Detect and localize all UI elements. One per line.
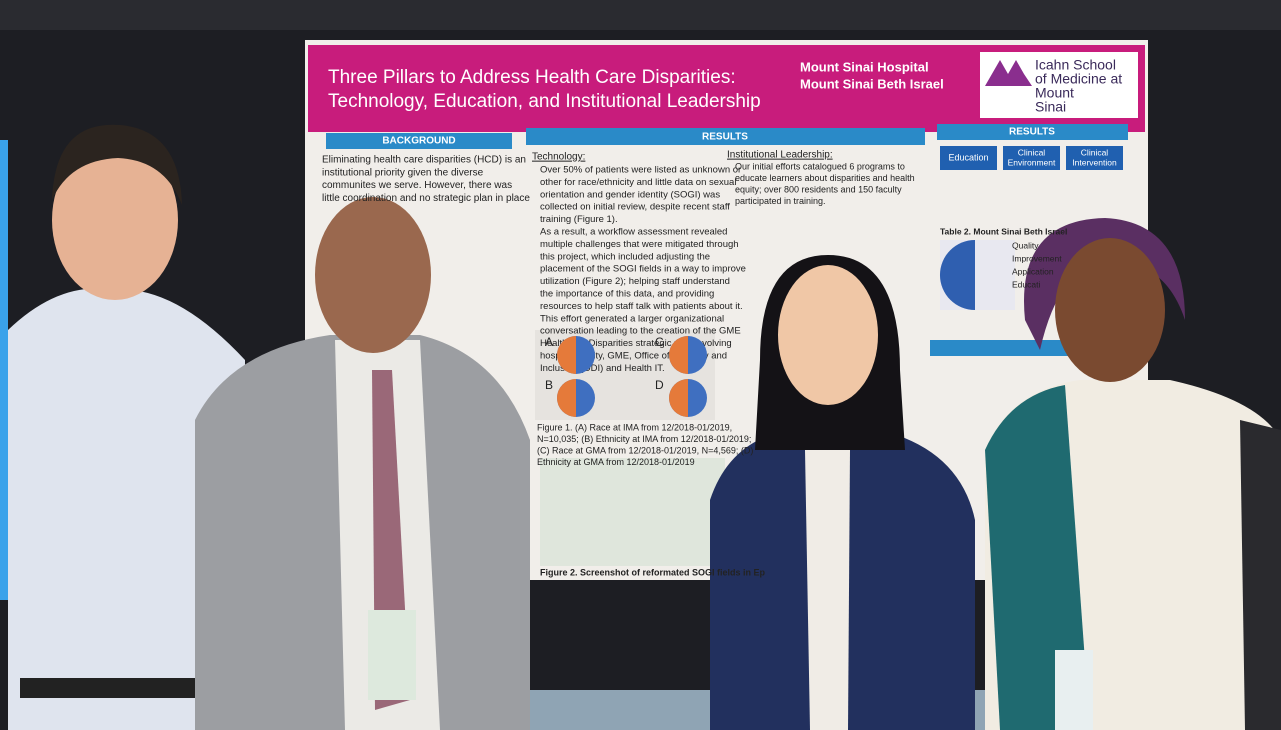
pie-slice [557, 379, 576, 417]
caption: Ethnicity at GMA from 12/2018-01/2019 [537, 457, 695, 467]
caption: Figure 1. (A) Race at IMA from 12/2018-0… [537, 422, 732, 432]
pillar-box [940, 146, 997, 170]
panel-label: A [545, 335, 553, 349]
body-text: Eliminating health care disparities (HCD… [322, 155, 526, 166]
background-bar [326, 133, 512, 149]
person-top [805, 450, 850, 730]
body-text: this project, which included adjusting t… [540, 251, 710, 262]
affiliation: Mount Sinai Beth Israel [800, 76, 944, 91]
person-hair [1024, 218, 1185, 350]
body-text: training (Figure 1). [540, 214, 618, 225]
person-sleeve [1240, 420, 1281, 730]
badge [1055, 650, 1093, 730]
body-text: Over 50% of patients were listed as unkn… [540, 165, 741, 176]
figure2 [540, 458, 725, 566]
pillar-label: Clinical [1081, 147, 1109, 157]
chart-label: Quality [1012, 240, 1039, 250]
body-text: This effort generated a larger organizat… [540, 313, 724, 324]
caption: Figure 2. Screenshot of reformated SOGI … [540, 567, 766, 577]
section-heading: BACKGROUND [382, 136, 455, 147]
body-text: hospital quality, GME, Office of Diversi… [540, 351, 727, 362]
pillar-label: Clinical [1018, 147, 1046, 157]
pillar-label: Education [948, 152, 988, 162]
section-heading: RESULTS [1009, 127, 1055, 138]
person-shirt [8, 288, 245, 730]
results-bar [937, 124, 1128, 140]
chart-label: Educati [1012, 279, 1040, 289]
person-face [315, 197, 431, 353]
body-text: the importance of this data, and providi… [540, 289, 714, 300]
body-text: educate learners about disparities and h… [735, 173, 915, 183]
subheading: Institutional Leadership: [727, 150, 833, 161]
body-text: Our initial efforts catalogued 6 program… [735, 161, 905, 171]
pillar-label: Intervention [1072, 157, 1117, 167]
pillar-box [1066, 146, 1123, 170]
pillar-box [1003, 146, 1060, 170]
caption: (C) Race at GMA from 12/2018-01/2019, N=… [537, 445, 753, 455]
badge [368, 610, 416, 700]
body-text: collected on initial review, despite rec… [540, 202, 730, 213]
panel-label: C [655, 335, 664, 349]
belt [20, 678, 240, 698]
pillar-label: Environment [1008, 157, 1056, 167]
logo-text: Sinai [1035, 99, 1066, 115]
person-hair [52, 124, 182, 205]
chart-label: Improvement [1012, 253, 1062, 263]
results-bar [526, 128, 925, 145]
caption: Table 2. Mount Sinai Beth Israel [940, 226, 1067, 236]
person-sleeve [985, 385, 1090, 730]
body-text: utilization (Figure 2); helping staff un… [540, 276, 730, 287]
body-text: multiple challenges that were mitigated … [540, 239, 739, 250]
body-text: equity; over 800 residents and 150 facul… [735, 184, 902, 194]
logo-text: Mount [1035, 85, 1074, 101]
panel-label: B [545, 378, 553, 392]
person-face [52, 140, 178, 300]
screen-edge [0, 140, 8, 600]
logo-mark [985, 60, 1032, 86]
body-text: Healthcare Disparities strategic plan in… [540, 338, 732, 349]
body-text: Inclusion (ODI) and Health IT. [540, 363, 665, 374]
chart-label: Application [1012, 266, 1054, 276]
ceiling [0, 0, 1281, 30]
body-text: As a result, a workflow assessment revea… [540, 227, 727, 238]
pie-slice [669, 336, 688, 374]
body-text: placement of the SOGI fields in a way to… [540, 264, 746, 275]
logo-text: of Medicine at [1035, 71, 1122, 87]
section-heading: RESULTS [702, 132, 748, 143]
pie-slice [669, 379, 688, 417]
body-text: communites we serve. However, there was [322, 180, 512, 191]
body-text: institutional priority given the diverse [322, 167, 484, 178]
person-face [778, 265, 878, 405]
subheading: Technology: [532, 152, 585, 163]
figure3-wedge [939, 239, 975, 310]
person-face [1055, 238, 1165, 382]
caption: N=10,035; (B) Ethnicity at IMA from 12/2… [537, 434, 751, 444]
panel-label: D [655, 378, 664, 392]
poster-title: Three Pillars to Address Health Care Dis… [328, 67, 736, 88]
body-text: little coordination and no strategic pla… [322, 193, 530, 204]
body-text: other for race/ethnicity and little data… [540, 177, 736, 188]
body-text: conversation leading to the creation of … [540, 326, 741, 337]
body-text: resources to help staff talk with patien… [540, 301, 743, 312]
poster-text: Three Pillars to Address Health Care Dis… [322, 57, 1123, 577]
logo-text: Icahn School [1035, 57, 1116, 73]
poster-title: Technology, Education, and Institutional… [328, 91, 761, 112]
body-text: orientation and gender identity (SOGI) w… [540, 189, 720, 200]
affiliation: Mount Sinai Hospital [800, 59, 929, 74]
pie-slice [557, 336, 576, 374]
body-text: participated in training. [735, 196, 826, 206]
